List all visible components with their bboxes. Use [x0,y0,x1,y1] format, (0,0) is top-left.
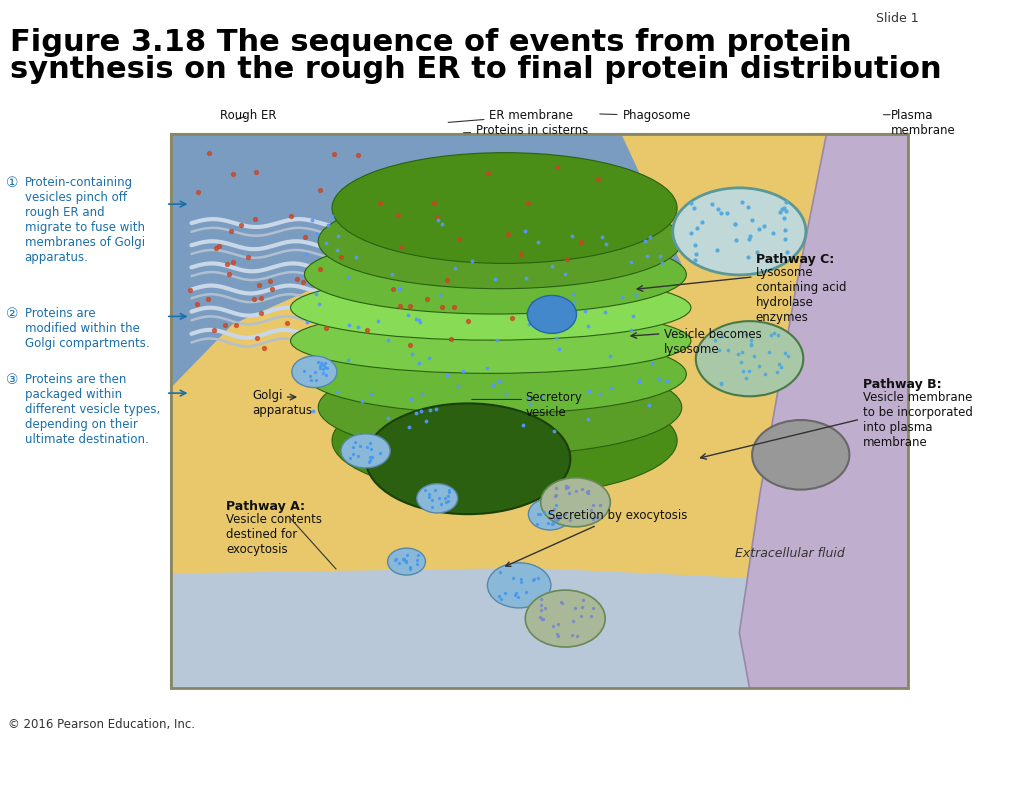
Text: ①: ① [6,176,18,190]
Text: Lysosome
containing acid
hydrolase
enzymes: Lysosome containing acid hydrolase enzym… [756,266,846,324]
Text: ③: ③ [6,373,18,388]
Ellipse shape [291,275,691,340]
Ellipse shape [291,308,691,373]
Ellipse shape [487,563,551,607]
Text: Proteins are then
packaged within
different vesicle types,
depending on their
ul: Proteins are then packaged within differ… [25,373,160,446]
Text: Phagosome: Phagosome [600,109,691,122]
Text: Proteins are
modified within the
Golgi compartments.: Proteins are modified within the Golgi c… [25,307,150,350]
Ellipse shape [673,188,806,275]
Text: Figure 3.18 The sequence of events from protein: Figure 3.18 The sequence of events from … [10,28,852,57]
Text: ②: ② [6,307,18,321]
Text: Plasma
membrane: Plasma membrane [891,109,955,137]
Polygon shape [171,568,908,688]
Ellipse shape [318,194,682,289]
Text: ER membrane: ER membrane [449,109,573,123]
FancyBboxPatch shape [171,134,908,688]
Text: Secretion by exocytosis: Secretion by exocytosis [506,509,687,566]
Ellipse shape [332,153,677,263]
Ellipse shape [304,335,686,414]
Ellipse shape [752,420,850,490]
Text: Golgi
apparatus: Golgi apparatus [252,389,312,417]
Text: Secretory
vesicle: Secretory vesicle [525,391,583,418]
Text: Pathway A:: Pathway A: [226,500,305,513]
Text: Pathway C:: Pathway C: [756,253,834,266]
Ellipse shape [332,385,677,496]
Text: Vesicle contents
destined for
exocytosis: Vesicle contents destined for exocytosis [226,513,323,555]
Text: Rough ER: Rough ER [220,109,276,122]
Text: © 2016 Pearson Education, Inc.: © 2016 Pearson Education, Inc. [8,718,196,731]
Polygon shape [171,134,683,388]
Ellipse shape [417,483,458,513]
Text: Proteins in cisterns: Proteins in cisterns [464,124,589,137]
Ellipse shape [304,235,686,314]
Text: Extracellular fluid: Extracellular fluid [735,547,845,560]
Text: Slide 1: Slide 1 [876,12,919,25]
Ellipse shape [525,590,605,647]
Ellipse shape [387,548,426,575]
Text: Protein-containing
vesicles pinch off
rough ER and
migrate to fuse with
membrane: Protein-containing vesicles pinch off ro… [25,176,144,263]
Ellipse shape [292,356,337,388]
Text: Vesicle membrane
to be incorporated
into plasma
membrane: Vesicle membrane to be incorporated into… [863,391,973,448]
Ellipse shape [318,360,682,455]
Text: Vesicle becomes
lysosome: Vesicle becomes lysosome [664,328,761,356]
Ellipse shape [696,321,803,396]
Text: Pathway B:: Pathway B: [863,378,942,391]
Ellipse shape [527,295,577,333]
Text: synthesis on the rough ER to final protein distribution: synthesis on the rough ER to final prote… [10,55,942,85]
Polygon shape [739,134,908,688]
Ellipse shape [541,478,610,527]
Ellipse shape [528,498,571,530]
Ellipse shape [341,433,390,468]
Ellipse shape [366,403,570,514]
